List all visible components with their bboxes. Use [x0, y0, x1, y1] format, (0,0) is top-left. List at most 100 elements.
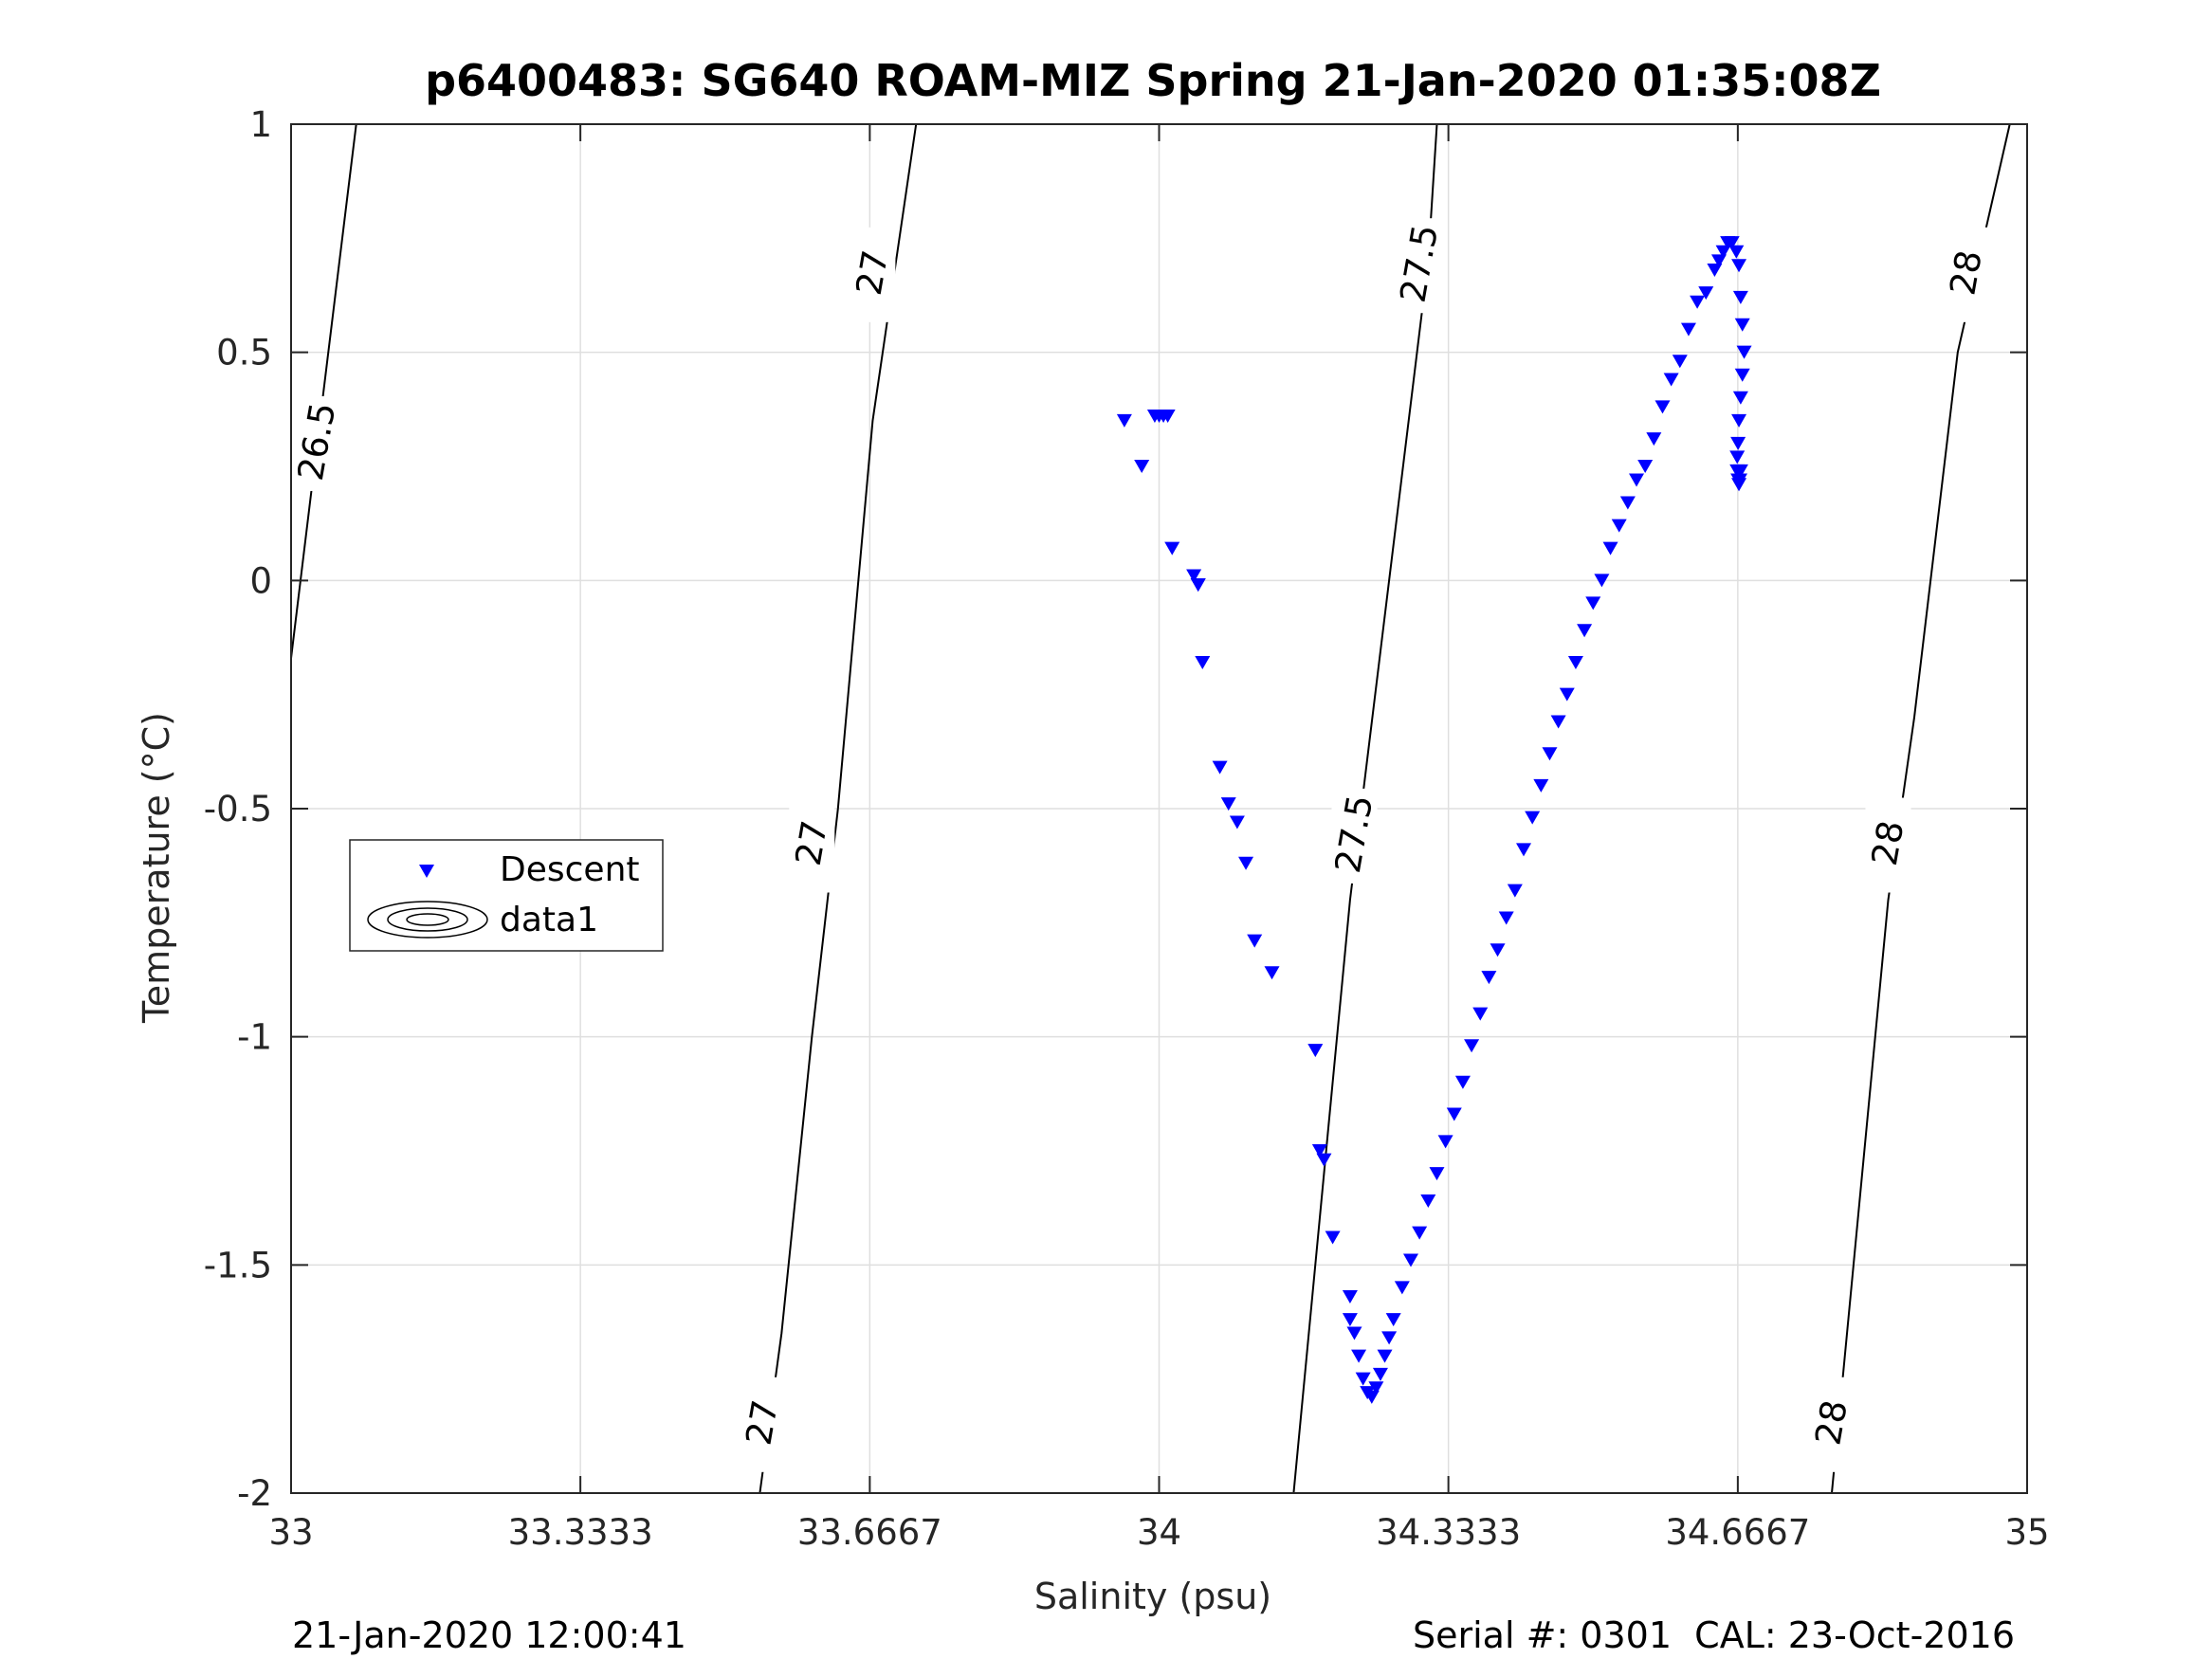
x-tick-label: 33.3333: [508, 1512, 653, 1553]
x-tick-label: 35: [2004, 1512, 2049, 1553]
descent-point: [1247, 934, 1263, 948]
legend: Descent data1: [349, 839, 664, 952]
contour-label-bg: [1865, 797, 1911, 893]
y-tick-label: -0.5: [204, 789, 272, 830]
descent-point: [1734, 368, 1750, 382]
descent-point: [1160, 410, 1176, 424]
descent-point: [1311, 1144, 1327, 1158]
contour-label-28: 28: [1807, 1397, 1856, 1449]
descent-point: [1454, 1075, 1471, 1089]
descent-point: [1672, 355, 1688, 369]
x-tick-label: 34.3333: [1376, 1512, 1521, 1553]
descent-point: [1464, 1039, 1480, 1053]
x-tick-label: 34: [1137, 1512, 1181, 1553]
descent-point: [1264, 966, 1280, 980]
descent-point: [1629, 473, 1645, 487]
descent-point: [1585, 596, 1601, 611]
descent-point: [1680, 322, 1696, 337]
descent-point: [1402, 1253, 1418, 1267]
descent-point: [1351, 1349, 1367, 1363]
descent-point: [1342, 1313, 1358, 1327]
contour-label-bg: [294, 395, 340, 491]
legend-contour-symbol: [367, 901, 488, 939]
y-tick-label: -2: [237, 1473, 272, 1514]
footer-serial-cal: Serial #: 0301 CAL: 23-Oct-2016: [1413, 1614, 2015, 1656]
descent-point: [1731, 259, 1747, 273]
contour-label-28: 28: [1864, 817, 1912, 868]
descent-point: [1732, 290, 1748, 304]
descent-point: [1732, 464, 1748, 478]
descent-point: [1186, 569, 1202, 583]
axis-ticks: 33 33.3333 33.6667 34 34.3333 34.6667 35 -2 -1.5…: [204, 104, 2050, 1553]
descent-series: [1116, 236, 1752, 1404]
descent-point: [1446, 1107, 1462, 1121]
contour-label-bg: [740, 1376, 786, 1472]
descent-point: [1190, 578, 1206, 592]
descent-point: [1567, 655, 1583, 669]
descent-point: [1472, 1007, 1489, 1021]
descent-point: [1611, 519, 1627, 533]
contour-label-27: 27: [788, 817, 836, 868]
legend-box: [349, 839, 664, 952]
x-tick-label: 33: [268, 1512, 313, 1553]
descent-point: [1577, 624, 1593, 638]
descent-point: [1385, 1313, 1401, 1327]
descent-point: [1559, 687, 1575, 702]
descent-point: [1238, 856, 1254, 870]
descent-point: [1220, 797, 1236, 811]
descent-point: [1715, 245, 1731, 259]
descent-point: [1325, 1231, 1341, 1245]
descent-point: [1394, 1281, 1410, 1295]
descent-point: [1732, 391, 1748, 405]
descent-point: [1307, 1044, 1324, 1058]
contour-label-bg: [1397, 218, 1443, 314]
legend-descent-marker: [419, 865, 434, 878]
descent-point: [1710, 254, 1727, 268]
y-tick-label: -1: [237, 1017, 272, 1058]
descent-point: [1637, 460, 1654, 473]
descent-point: [1594, 574, 1610, 588]
descent-point: [1134, 460, 1150, 473]
descent-point: [1164, 541, 1180, 556]
descent-point: [1195, 655, 1211, 669]
legend-descent-label: Descent: [500, 850, 640, 889]
descent-point: [1381, 1331, 1398, 1345]
density-contour-27: [759, 123, 918, 1494]
descent-point: [1602, 541, 1618, 556]
descent-point: [1212, 760, 1228, 775]
descent-point: [1412, 1226, 1428, 1240]
descent-point: [1490, 943, 1506, 957]
descent-point: [1368, 1381, 1384, 1395]
descent-point: [1550, 715, 1566, 729]
descent-point: [1372, 1367, 1388, 1381]
legend-data1-label: data1: [500, 901, 598, 939]
descent-point: [1728, 245, 1745, 259]
descent-point: [1229, 815, 1245, 830]
descent-point: [1663, 373, 1679, 387]
contour-label-bg: [789, 797, 835, 893]
descent-point: [1731, 473, 1747, 487]
descent-point: [1437, 1135, 1453, 1149]
x-axis-label: Salinity (psu): [1034, 1576, 1271, 1617]
descent-point: [1516, 843, 1532, 857]
descent-point: [1498, 911, 1514, 925]
descent-point: [1729, 450, 1746, 465]
contour-label-27: 27: [739, 1397, 787, 1449]
descent-point: [1730, 436, 1746, 450]
grid: [291, 124, 2027, 1493]
y-tick-label: -1.5: [204, 1245, 272, 1285]
contour-label-bg: [1943, 227, 1989, 322]
descent-point: [1429, 1167, 1445, 1181]
descent-point: [1698, 286, 1714, 301]
descent-point: [1734, 318, 1750, 332]
x-tick-label: 34.6667: [1665, 1512, 1810, 1553]
chart-title: p6400483: SG640 ROAM-MIZ Spring 21-Jan-2…: [425, 55, 1881, 106]
descent-point: [1525, 811, 1541, 825]
descent-point: [1533, 778, 1549, 793]
density-contour-26.5: [290, 123, 357, 659]
y-axis-label: Temperature (°C): [136, 712, 177, 1024]
descent-point: [1346, 1326, 1362, 1340]
descent-point: [1619, 496, 1636, 510]
